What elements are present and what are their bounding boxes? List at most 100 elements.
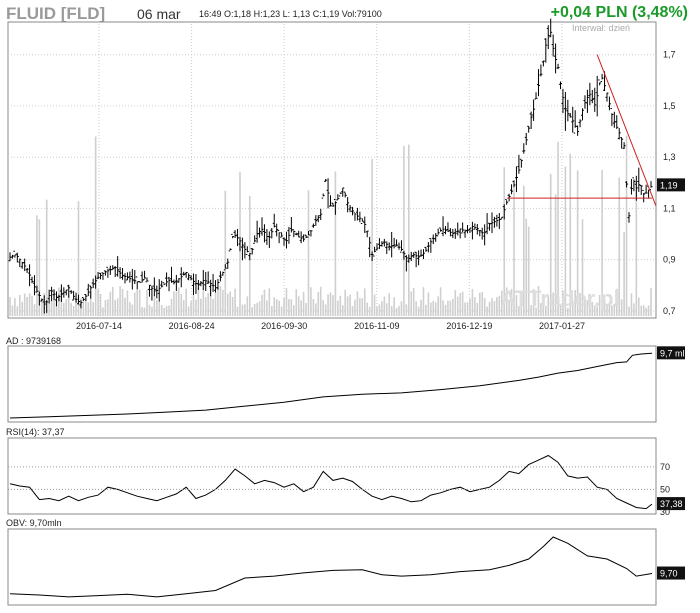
volume-bar — [598, 295, 601, 316]
price-candle — [64, 289, 68, 296]
price-candle — [617, 127, 621, 140]
volume-bar — [45, 199, 48, 316]
price-candle — [116, 256, 120, 277]
price-candle — [284, 231, 288, 249]
price-candle — [174, 274, 178, 291]
price-candle — [387, 242, 391, 251]
volume-bar — [319, 286, 322, 316]
ad-panel-frame — [7, 345, 657, 423]
price-candle — [282, 237, 286, 246]
price-candle — [306, 230, 310, 238]
volume-bar — [31, 295, 33, 316]
price-candle — [72, 290, 76, 301]
price-candle — [101, 272, 105, 280]
price-candle — [507, 193, 511, 202]
volume-bar — [332, 295, 334, 316]
volume-bar — [312, 298, 315, 316]
volume-bar — [278, 300, 280, 316]
price-candle — [289, 216, 293, 233]
volume-bar — [253, 303, 256, 316]
price-candle — [615, 115, 619, 129]
price-candle — [463, 229, 467, 238]
price-candle — [106, 266, 110, 278]
volume-bar — [119, 286, 121, 316]
price-candle — [211, 273, 215, 292]
price-candle — [167, 276, 171, 292]
volume-bar — [170, 298, 173, 316]
volume-bar — [337, 300, 339, 316]
price-candle — [348, 205, 352, 213]
price-candle — [35, 285, 39, 293]
volume-bar — [376, 306, 378, 316]
volume-bar — [324, 304, 327, 316]
price-candle — [143, 270, 147, 281]
volume-bar — [173, 291, 175, 316]
price-candle — [451, 228, 455, 239]
volume-bar — [204, 297, 207, 316]
volume-bar — [557, 141, 559, 316]
price-candle — [245, 246, 249, 255]
volume-bar — [133, 292, 136, 316]
price-change: +0,04 PLN (3,48%) — [550, 4, 688, 21]
volume-bar — [9, 297, 11, 316]
volume-bar — [14, 298, 16, 316]
price-candle — [529, 111, 533, 129]
volume-bar — [38, 219, 41, 316]
volume-bar — [82, 298, 85, 316]
volume-bar — [498, 295, 501, 316]
price-candle — [417, 250, 421, 266]
price-candle — [221, 271, 225, 276]
volume-bar — [647, 305, 650, 316]
price-candle — [610, 107, 614, 127]
price-candle — [500, 216, 504, 220]
price-candle — [632, 177, 636, 192]
volume-bar — [581, 219, 584, 316]
rsi-tick-label: 30 — [660, 507, 670, 517]
price-candle — [250, 248, 254, 255]
price-candle — [155, 285, 159, 299]
volume-bar — [261, 294, 263, 316]
price-candle — [578, 119, 582, 128]
price-candle — [204, 271, 208, 292]
price-candle — [218, 271, 222, 282]
volume-bar — [559, 304, 562, 316]
volume-bar — [146, 289, 148, 316]
price-axis: 0,7 0,9 1,1 1,3 1,5 1,7 1,19 — [657, 50, 685, 316]
price-candle — [598, 79, 602, 86]
volume-bar — [97, 289, 99, 316]
price-candle — [13, 250, 17, 258]
volume-bar — [317, 292, 320, 316]
volume-bar — [542, 305, 545, 316]
price-candle — [302, 234, 306, 242]
volume-value: Vol:79100 — [341, 9, 382, 19]
volume-bar — [307, 190, 310, 316]
price-candle — [304, 234, 308, 239]
volume-bar — [182, 300, 185, 316]
volume-bar — [488, 301, 491, 316]
volume-bar — [363, 288, 366, 316]
volume-bar — [569, 153, 572, 316]
volume-bar — [165, 306, 168, 316]
price-tick-label: 1,3 — [663, 152, 676, 162]
price-candle — [385, 241, 389, 254]
volume-bar — [408, 144, 410, 316]
volume-bar — [175, 291, 178, 316]
volume-bar — [508, 299, 510, 316]
price-candle — [468, 227, 472, 234]
resistance-trendline — [596, 54, 657, 207]
volume-bar — [474, 297, 476, 316]
price-candle — [625, 181, 629, 188]
obv-panel-label: OBV: 9,70mln — [6, 518, 62, 528]
volume-bar — [89, 291, 92, 316]
rsi-tick-label: 50 — [660, 484, 670, 494]
date-tick-label: 2016-07-14 — [76, 321, 122, 331]
volume-bar — [491, 298, 493, 316]
price-candle — [133, 269, 137, 285]
price-candle — [554, 43, 558, 74]
volume-bar — [579, 292, 581, 316]
volume-bar — [67, 293, 70, 316]
volume-bar — [368, 306, 371, 316]
price-candle — [593, 87, 597, 112]
price-candle — [563, 91, 567, 131]
